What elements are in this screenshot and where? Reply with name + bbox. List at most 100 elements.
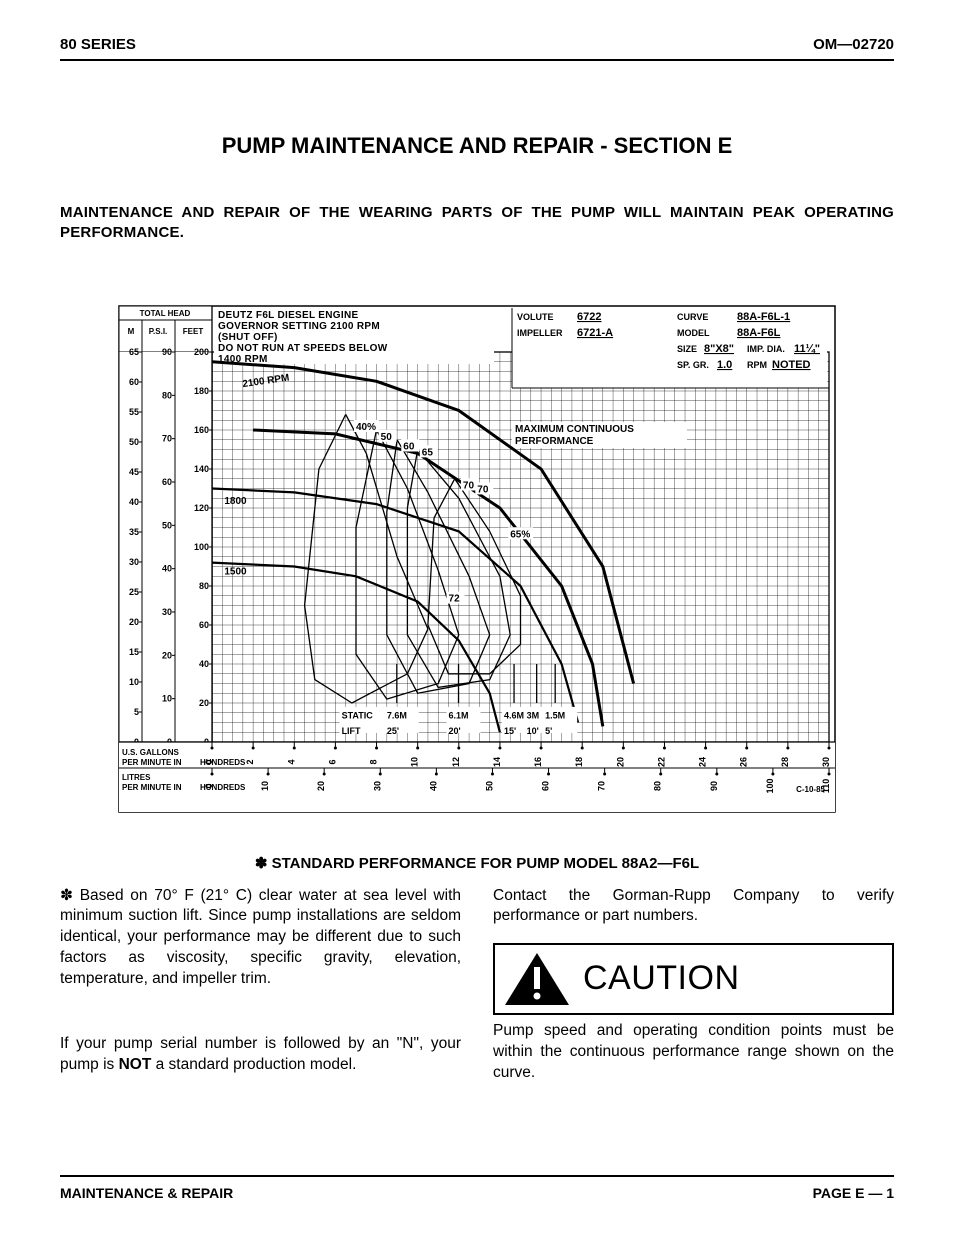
para-contact: Contact the Gorman-Rupp Company to verif… (493, 886, 894, 928)
caution-text: Pump speed and operating condition point… (493, 1021, 894, 1084)
svg-text:U.S. GALLONS: U.S. GALLONS (122, 748, 180, 757)
svg-text:90: 90 (709, 780, 719, 790)
svg-text:PER MINUTE IN: PER MINUTE IN (122, 758, 182, 767)
svg-text:12: 12 (451, 756, 461, 766)
svg-text:6721-A: 6721-A (577, 327, 613, 339)
figcap-text: STANDARD PERFORMANCE FOR PUMP MODEL 88A2… (272, 855, 700, 872)
svg-text:3M: 3M (527, 710, 540, 720)
svg-text:20': 20' (449, 726, 461, 736)
svg-text:60: 60 (162, 477, 172, 487)
svg-text:60: 60 (129, 377, 139, 387)
svg-text:50: 50 (484, 780, 494, 790)
svg-text:26: 26 (739, 756, 749, 766)
para-conditions-text: Based on 70° F (21° C) clear water at se… (60, 887, 461, 988)
svg-text:PER MINUTE IN: PER MINUTE IN (122, 783, 182, 792)
svg-text:90: 90 (162, 347, 172, 357)
svg-text:15': 15' (504, 726, 516, 736)
intro-text: MAINTENANCE AND REPAIR OF THE WEARING PA… (60, 203, 894, 244)
svg-text:80: 80 (653, 780, 663, 790)
svg-text:DO NOT RUN AT SPEEDS BELOW: DO NOT RUN AT SPEEDS BELOW (218, 343, 388, 354)
performance-chart: TOTAL HEADMP.S.I.FEET0510152025303540455… (117, 304, 837, 814)
svg-text:IMP. DIA.: IMP. DIA. (747, 344, 785, 354)
svg-text:55: 55 (129, 407, 139, 417)
svg-text:10': 10' (527, 726, 539, 736)
svg-text:GOVERNOR SETTING 2100 RPM: GOVERNOR SETTING 2100 RPM (218, 321, 380, 332)
svg-text:70: 70 (162, 433, 172, 443)
svg-text:40: 40 (428, 780, 438, 790)
svg-text:8"X8": 8"X8" (704, 343, 734, 355)
svg-text:C-10-85: C-10-85 (796, 785, 825, 794)
svg-text:15: 15 (129, 647, 139, 657)
caution-label: CAUTION (583, 956, 740, 1002)
svg-text:MAXIMUM CONTINUOUS: MAXIMUM CONTINUOUS (515, 424, 634, 435)
svg-text:STATIC: STATIC (342, 710, 374, 720)
para-serial-n-b: a standard production model. (151, 1056, 356, 1073)
figure-caption: ✽ STANDARD PERFORMANCE FOR PUMP MODEL 88… (60, 854, 894, 872)
page: 80 SERIES OM—02720 PUMP MAINTENANCE AND … (0, 0, 954, 1235)
svg-text:180: 180 (194, 386, 209, 396)
svg-text:5': 5' (545, 726, 552, 736)
svg-text:60: 60 (199, 620, 209, 630)
svg-text:SIZE: SIZE (677, 344, 697, 354)
svg-text:70: 70 (597, 780, 607, 790)
svg-text:HUNDREDS: HUNDREDS (200, 758, 246, 767)
para-serial-n-bold: NOT (119, 1056, 152, 1073)
svg-text:10: 10 (162, 693, 172, 703)
svg-text:45: 45 (129, 467, 139, 477)
svg-text:CURVE: CURVE (677, 312, 708, 322)
svg-text:70: 70 (463, 480, 475, 491)
footer-right: PAGE E — 1 (813, 1185, 894, 1201)
svg-text:40: 40 (199, 659, 209, 669)
svg-text:PERFORMANCE: PERFORMANCE (515, 436, 594, 447)
svg-text:120: 120 (194, 503, 209, 513)
svg-text:20: 20 (162, 650, 172, 660)
svg-text:65: 65 (129, 347, 139, 357)
svg-text:20: 20 (316, 780, 326, 790)
svg-text:80: 80 (199, 581, 209, 591)
right-column: Contact the Gorman-Rupp Company to verif… (493, 886, 894, 1085)
svg-text:10: 10 (410, 756, 420, 766)
svg-text:100: 100 (194, 542, 209, 552)
svg-text:200: 200 (194, 347, 209, 357)
svg-text:140: 140 (194, 464, 209, 474)
svg-text:10: 10 (260, 780, 270, 790)
svg-text:VOLUTE: VOLUTE (517, 312, 554, 322)
svg-text:DEUTZ F6L DIESEL ENGINE: DEUTZ F6L DIESEL ENGINE (218, 310, 358, 321)
svg-text:10: 10 (129, 677, 139, 687)
header-right: OM—02720 (813, 36, 894, 53)
figcap-prefix: ✽ (255, 855, 268, 872)
svg-text:7.6M: 7.6M (387, 710, 407, 720)
svg-text:160: 160 (194, 425, 209, 435)
svg-text:11¼": 11¼" (794, 343, 820, 355)
svg-text:NOTED: NOTED (772, 359, 811, 371)
svg-text:28: 28 (780, 756, 790, 766)
svg-text:LITRES: LITRES (122, 773, 151, 782)
svg-text:HUNDREDS: HUNDREDS (200, 783, 246, 792)
svg-text:4: 4 (286, 759, 296, 764)
svg-text:1500: 1500 (224, 566, 247, 577)
svg-text:80: 80 (162, 390, 172, 400)
para-conditions: ✽ Based on 70° F (21° C) clear water at … (60, 886, 461, 991)
svg-text:20: 20 (199, 698, 209, 708)
svg-text:FEET: FEET (183, 327, 204, 336)
svg-text:50: 50 (381, 431, 393, 442)
svg-text:RPM: RPM (747, 360, 767, 370)
svg-text:6722: 6722 (577, 311, 601, 323)
svg-text:16: 16 (533, 756, 543, 766)
svg-text:65%: 65% (510, 529, 530, 540)
svg-text:30: 30 (129, 557, 139, 567)
svg-text:88A-F6L-1: 88A-F6L-1 (737, 311, 790, 323)
svg-text:24: 24 (698, 756, 708, 766)
warning-triangle-icon (503, 951, 571, 1007)
svg-text:MODEL: MODEL (677, 328, 710, 338)
svg-text:50: 50 (162, 520, 172, 530)
svg-text:88A-F6L: 88A-F6L (737, 327, 781, 339)
svg-text:25: 25 (129, 587, 139, 597)
svg-text:20: 20 (615, 756, 625, 766)
header-bar: 80 SERIES OM—02720 (60, 36, 894, 61)
svg-text:40%: 40% (356, 422, 376, 433)
svg-text:30: 30 (372, 780, 382, 790)
svg-text:2100 RPM: 2100 RPM (242, 372, 290, 389)
svg-text:8: 8 (369, 759, 379, 764)
svg-text:20: 20 (129, 617, 139, 627)
